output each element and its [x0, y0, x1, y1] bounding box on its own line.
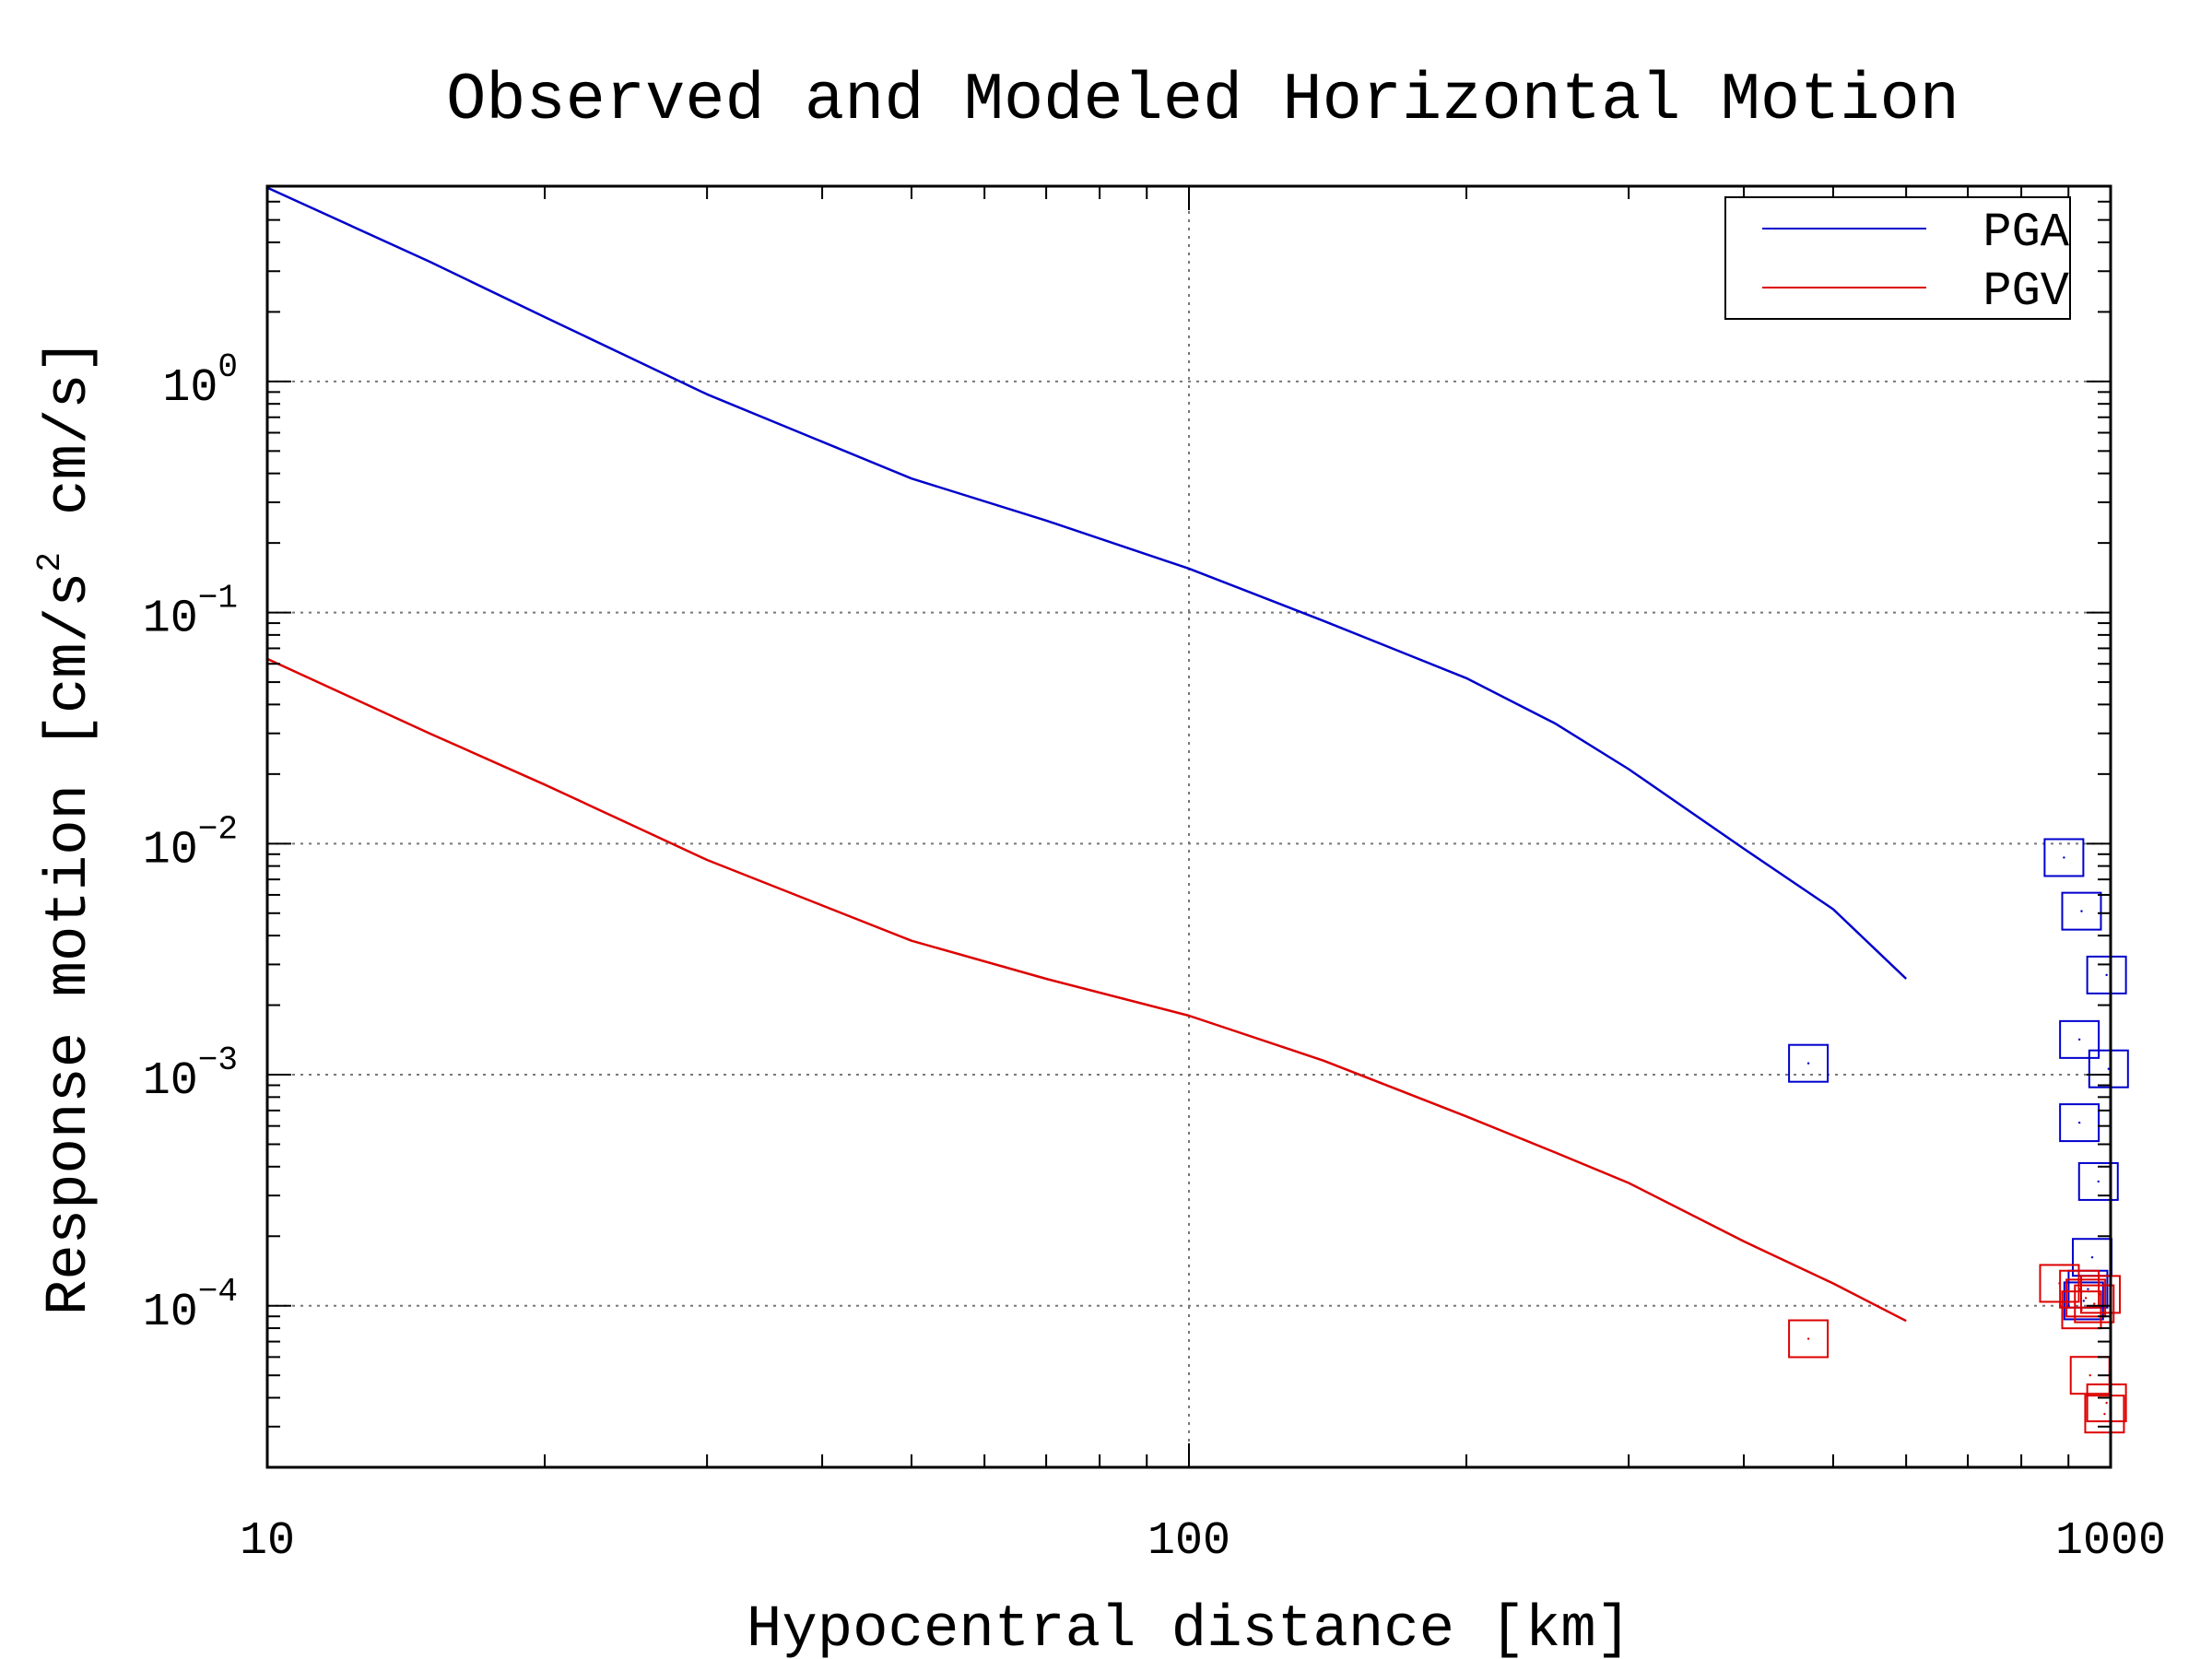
y-tick-label: 10−1 — [143, 580, 238, 646]
observed-marker-dot — [2063, 856, 2065, 859]
legend-label-pgv: PGV — [1983, 265, 2069, 319]
observed-marker-dot — [2107, 1067, 2111, 1070]
observed-marker — [2043, 838, 2085, 877]
observed-marker — [2061, 891, 2102, 931]
y-axis-label-tail: cm/s] — [37, 338, 103, 515]
observed-marker — [2063, 1281, 2104, 1321]
observed-marker — [2059, 1269, 2100, 1309]
observed-marker-dot — [2105, 973, 2108, 977]
series-layer — [266, 186, 2129, 1434]
observed-marker — [2059, 1103, 2100, 1143]
observed-marker-dot — [2082, 1300, 2086, 1302]
y-tick-label: 10−3 — [143, 1041, 238, 1108]
legend-label-pga: PGA — [1983, 206, 2069, 260]
x-tick-label: 1000 — [2055, 1515, 2166, 1568]
observed-marker-dot — [2088, 1374, 2091, 1377]
tick-layer — [266, 185, 2111, 1468]
observed-marker-dot — [1806, 1062, 1810, 1065]
series-line-pga — [266, 186, 1908, 980]
observed-marker-dot — [2077, 1288, 2081, 1290]
grid-layer — [267, 186, 2111, 1467]
observed-marker-dot — [2087, 1288, 2089, 1290]
x-tick-label: 100 — [1147, 1515, 1230, 1568]
observed-marker — [2084, 1394, 2125, 1434]
x-tick-label: 10 — [240, 1515, 295, 1568]
observed-marker — [2077, 1161, 2119, 1201]
observed-marker-dot — [2103, 1413, 2106, 1416]
y-tick-label: 10−4 — [143, 1273, 238, 1339]
observed-marker-dot — [2090, 1256, 2094, 1259]
legend-box — [1724, 196, 2071, 320]
y-axis-label-main: Response motion [cm/s — [37, 572, 103, 1316]
legend: PGA PGV — [1724, 196, 2071, 320]
observed-marker-dot — [2080, 1309, 2083, 1312]
observed-marker — [2059, 1019, 2100, 1059]
tick-label-layer: 100 10−1 10−2 10−3 10−4 10 100 1000 — [143, 348, 2166, 1568]
observed-marker — [2086, 1383, 2127, 1423]
y-tick-label: 100 — [162, 348, 238, 415]
chart-title: Observed and Modeled Horizontal Motion — [446, 63, 1959, 138]
observed-marker — [2088, 1049, 2129, 1088]
observed-marker-dot — [2084, 1297, 2088, 1300]
y-axis-label-sup: 2 — [31, 552, 69, 572]
observed-marker — [1788, 1043, 1830, 1083]
observed-marker — [1788, 1319, 1830, 1359]
observed-marker-dot — [2077, 1038, 2081, 1041]
observed-marker-dot — [2105, 1401, 2108, 1405]
observed-marker-dot — [1806, 1337, 1810, 1340]
x-axis-label: Hypocentral distance [km] — [747, 1597, 1631, 1659]
observed-marker-dot — [2077, 1121, 2081, 1124]
observed-marker-dot — [2093, 1302, 2096, 1305]
observed-marker-dot — [2080, 910, 2083, 912]
series-line-pgv — [266, 657, 1907, 1323]
y-axis-label: Response motion [cm/s2 cm/s] — [31, 338, 103, 1315]
observed-marker-dot — [2097, 1180, 2100, 1183]
y-tick-label: 10−2 — [143, 810, 238, 877]
observed-marker — [2061, 1290, 2102, 1330]
observed-marker — [2086, 955, 2127, 994]
observed-marker — [2074, 1284, 2115, 1324]
observed-marker — [2065, 1278, 2107, 1318]
